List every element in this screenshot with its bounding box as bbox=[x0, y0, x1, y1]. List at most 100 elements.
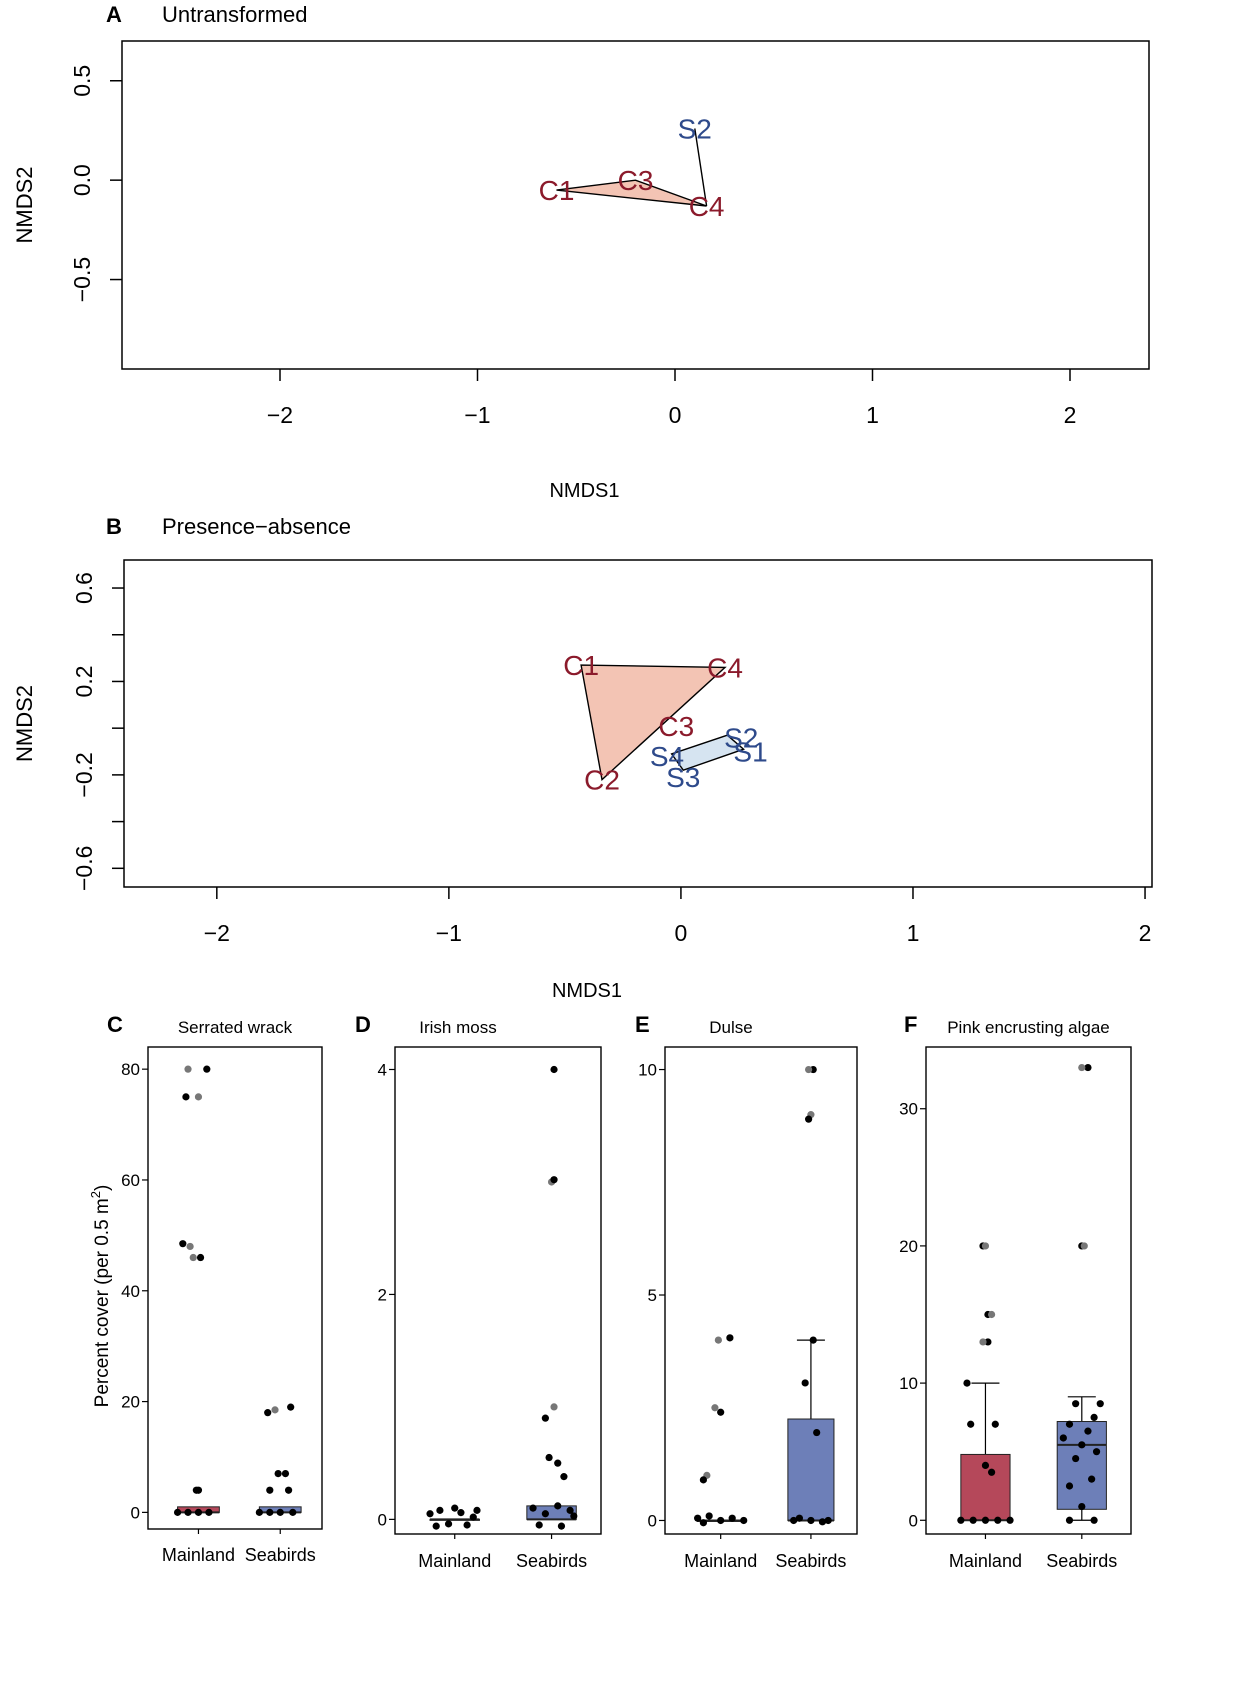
category-label-mainland: Mainland bbox=[418, 1551, 491, 1571]
data-point bbox=[550, 1403, 558, 1411]
data-point bbox=[173, 1508, 182, 1516]
data-point bbox=[795, 1514, 804, 1522]
x-tick-label: −1 bbox=[436, 920, 462, 946]
y-tick-label: −0.6 bbox=[71, 846, 97, 891]
site-label-C3: C3 bbox=[658, 711, 694, 742]
data-point bbox=[274, 1469, 282, 1478]
data-point bbox=[469, 1513, 477, 1521]
data-point bbox=[1078, 1441, 1086, 1449]
y-tick-label: 0 bbox=[648, 1511, 657, 1530]
category-label-mainland: Mainland bbox=[949, 1551, 1022, 1571]
data-point bbox=[801, 1379, 809, 1387]
data-point bbox=[991, 1420, 999, 1428]
plot-frame bbox=[123, 559, 1153, 888]
site-label-S4: S4 bbox=[650, 741, 684, 772]
data-point bbox=[196, 1253, 205, 1262]
y-tick-label: 0.5 bbox=[69, 65, 95, 97]
site-label-C4: C4 bbox=[689, 191, 725, 222]
y-tick-label: 60 bbox=[121, 1171, 140, 1190]
x-tick-label: −1 bbox=[464, 402, 490, 428]
panel-letter: B bbox=[106, 514, 122, 539]
panel-letter: D bbox=[355, 1012, 371, 1037]
panel-letter: F bbox=[904, 1012, 917, 1037]
data-point bbox=[957, 1516, 965, 1524]
data-point bbox=[1078, 1502, 1086, 1511]
data-point bbox=[1088, 1475, 1096, 1483]
data-point bbox=[981, 1242, 990, 1250]
data-point bbox=[981, 1516, 990, 1524]
data-point bbox=[287, 1403, 295, 1411]
data-point bbox=[570, 1512, 578, 1520]
y-tick-label: 0 bbox=[909, 1511, 918, 1530]
data-point bbox=[444, 1520, 453, 1528]
site-label-C1: C1 bbox=[539, 175, 575, 206]
y-axis-label: NMDS2 bbox=[12, 685, 37, 762]
category-label-seabirds: Seabirds bbox=[1046, 1551, 1117, 1571]
data-point bbox=[184, 1508, 192, 1516]
panel-title: Serrated wrack bbox=[178, 1018, 293, 1037]
x-axis-label: NMDS1 bbox=[552, 980, 622, 1002]
site-label-S3: S3 bbox=[666, 762, 700, 793]
hull-seabird bbox=[694, 128, 708, 207]
y-tick-label: −0.5 bbox=[69, 257, 95, 302]
data-point bbox=[824, 1516, 832, 1525]
data-point bbox=[1078, 1063, 1086, 1072]
data-point bbox=[284, 1486, 293, 1494]
y-tick-label: 2 bbox=[378, 1285, 387, 1304]
data-point bbox=[194, 1486, 203, 1494]
panel-letter: E bbox=[635, 1012, 650, 1037]
data-point bbox=[790, 1516, 798, 1525]
data-point bbox=[1090, 1516, 1098, 1524]
data-point bbox=[1059, 1434, 1067, 1442]
panel-a-ordination-untransformed: A Untransformed C1 C3 C4 S2 −2 −1 0 1 2 0.5 0.0 −0.5 N… bbox=[12, 2, 1150, 502]
data-point bbox=[1065, 1516, 1074, 1524]
y-tick-label: 0 bbox=[131, 1503, 140, 1522]
data-point bbox=[451, 1504, 459, 1512]
panel-e-dulse-boxplot: E Dulse 0 5 10 Mainland Seabirds bbox=[635, 1012, 858, 1571]
data-point bbox=[1096, 1400, 1104, 1408]
hull-seabird bbox=[670, 734, 745, 772]
y-tick-label: 40 bbox=[121, 1282, 140, 1301]
data-point bbox=[473, 1506, 481, 1514]
data-point bbox=[805, 1115, 813, 1123]
x-tick-label: 0 bbox=[675, 920, 688, 946]
data-point bbox=[984, 1338, 992, 1346]
x-tick-label: 1 bbox=[866, 402, 879, 428]
panel-letter: C bbox=[107, 1012, 123, 1037]
site-label-C3: C3 bbox=[618, 165, 654, 196]
data-point bbox=[988, 1468, 996, 1476]
data-point bbox=[194, 1093, 203, 1101]
site-label-C2: C2 bbox=[584, 765, 620, 796]
data-point bbox=[805, 1065, 813, 1074]
data-point bbox=[1084, 1427, 1092, 1435]
data-point bbox=[813, 1428, 821, 1437]
data-point bbox=[179, 1240, 187, 1248]
data-point bbox=[203, 1065, 211, 1073]
data-point bbox=[1065, 1482, 1074, 1490]
site-label-C1: C1 bbox=[563, 650, 599, 681]
data-point bbox=[266, 1486, 274, 1494]
data-point bbox=[529, 1504, 537, 1512]
data-point bbox=[717, 1516, 725, 1525]
x-tick-label: −2 bbox=[204, 920, 230, 946]
data-point bbox=[714, 1336, 722, 1344]
data-point bbox=[182, 1093, 190, 1101]
data-point bbox=[281, 1469, 290, 1478]
x-tick-label: 2 bbox=[1139, 920, 1152, 946]
data-point bbox=[1072, 1400, 1080, 1408]
category-label-seabirds: Seabirds bbox=[245, 1545, 316, 1565]
data-point bbox=[963, 1379, 971, 1387]
y-tick-label: −0.2 bbox=[71, 752, 97, 797]
y-axis-label: NMDS2 bbox=[12, 166, 37, 243]
data-point bbox=[1072, 1454, 1080, 1463]
panel-letter: A bbox=[106, 2, 122, 27]
data-point bbox=[194, 1508, 203, 1516]
panel-d-irish-moss-boxplot: D Irish moss 0 2 4 Mainland Seabirds bbox=[355, 1012, 602, 1571]
plot-frame bbox=[925, 1046, 1132, 1535]
x-tick-label: 1 bbox=[907, 920, 920, 946]
data-point bbox=[818, 1518, 827, 1526]
data-point bbox=[432, 1522, 440, 1530]
data-point bbox=[566, 1506, 574, 1514]
y-axis-label-end: ) bbox=[92, 1185, 113, 1191]
